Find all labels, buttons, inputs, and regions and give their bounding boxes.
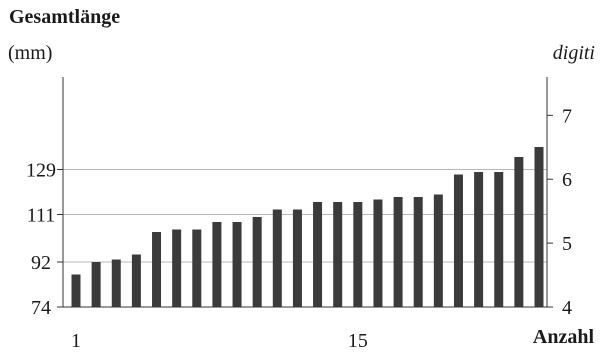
- bar-19: [433, 194, 443, 307]
- bar-16: [373, 199, 383, 307]
- bar-11: [272, 209, 282, 307]
- bar-1: [71, 274, 81, 307]
- bar-20: [453, 174, 463, 307]
- y-tick-label: 74: [31, 297, 51, 319]
- y-tick-label: 129: [26, 160, 56, 182]
- tick-labels: 74 92 111 129 4 5 6 7 1 15: [26, 105, 572, 352]
- secondary-y-tick-label: 6: [562, 169, 572, 191]
- bar-14: [333, 202, 343, 307]
- secondary-y-tick-label: 5: [562, 233, 572, 255]
- y-tick-label: 92: [31, 252, 51, 274]
- bar-6: [172, 229, 182, 307]
- bar-3: [111, 259, 121, 307]
- y-axis-label: (mm): [8, 42, 53, 64]
- y-tick-label: 111: [27, 205, 56, 227]
- bars: [71, 147, 544, 307]
- bar-5: [152, 232, 162, 307]
- x-tick-label: 1: [71, 330, 81, 352]
- x-axis-label: Anzahl: [532, 326, 594, 348]
- secondary-y-tick-label: 4: [562, 297, 572, 319]
- bar-23: [514, 157, 524, 307]
- axes: [57, 77, 553, 308]
- secondary-y-tick-label: 7: [562, 105, 572, 127]
- bar-17: [393, 197, 403, 307]
- secondary-y-axis-label: digiti: [552, 42, 595, 64]
- bar-2: [91, 262, 101, 307]
- bar-22: [494, 172, 504, 307]
- bar-7: [192, 229, 202, 307]
- bar-13: [313, 202, 323, 307]
- bar-10: [252, 217, 262, 307]
- bar-24: [534, 147, 544, 307]
- bar-9: [232, 222, 242, 307]
- bar-8: [212, 222, 222, 307]
- bar-21: [474, 172, 484, 307]
- x-tick-label: 15: [348, 330, 368, 352]
- gridlines: [63, 169, 547, 263]
- bar-15: [353, 202, 363, 307]
- chart-title: Gesamtlänge: [9, 6, 121, 28]
- bar-4: [131, 254, 141, 307]
- bar-12: [292, 209, 302, 307]
- bar-18: [413, 197, 423, 307]
